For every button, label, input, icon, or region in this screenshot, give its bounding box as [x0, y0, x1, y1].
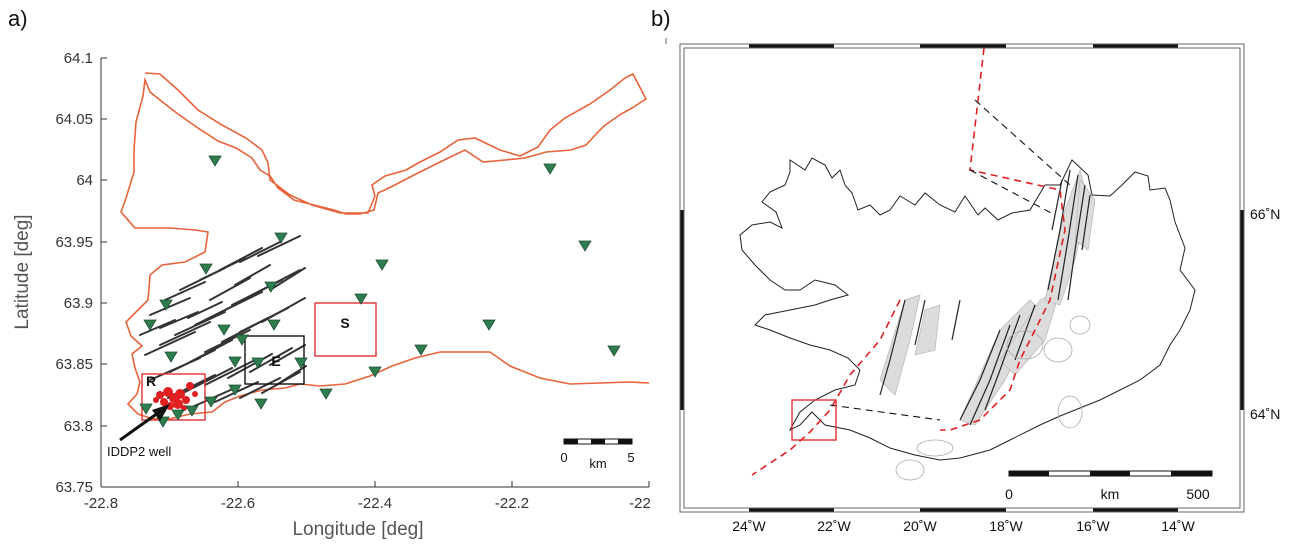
rift-fissures: [879, 169, 1091, 426]
seismic-stations: [139, 155, 621, 428]
lon-tick-label: 18˚W: [989, 518, 1023, 534]
station-marker: [543, 163, 557, 175]
station-marker: [354, 293, 368, 305]
lat-tick-label: 64˚N: [1250, 406, 1280, 422]
station-marker: [319, 388, 333, 400]
y-tick-label: 63.8: [64, 418, 93, 435]
scale-bar-unit: km: [589, 456, 606, 471]
station-marker: [228, 384, 242, 396]
y-axis-title: Latitude [deg]: [12, 214, 33, 329]
station-marker: [264, 281, 278, 293]
scale-bar-end: 5: [627, 450, 634, 465]
station-marker: [267, 319, 281, 331]
panel-b-map: 66˚N 64˚N 24˚W 22˚W 20˚W 18˚W 16˚W 14˚W …: [679, 43, 1280, 534]
x-tick-label: -22.6: [221, 495, 255, 512]
y-tick-label: 63.95: [55, 234, 93, 251]
station-marker: [159, 299, 173, 311]
station-marker: [375, 259, 389, 271]
iceland-outline: [739, 157, 1196, 461]
seismicity-cluster: [153, 382, 198, 411]
map-scale-end: 500: [1186, 486, 1210, 502]
station-marker: [235, 334, 249, 346]
fault-lines: [139, 235, 307, 409]
x-tick-label: -22.2: [495, 495, 529, 512]
station-marker: [217, 324, 231, 336]
station-marker: [251, 357, 265, 369]
station-marker: [294, 357, 308, 369]
station-marker: [274, 232, 288, 244]
well-arrow: [119, 404, 170, 442]
station-marker: [208, 155, 222, 167]
station-marker: [228, 356, 242, 368]
plate-boundary: [751, 47, 1066, 476]
panel-a-label: a): [8, 6, 28, 31]
y-tick-label: 64: [76, 172, 93, 189]
map-scale-bar: [1008, 470, 1213, 477]
box-r-label: R: [146, 373, 156, 389]
station-marker: [368, 366, 382, 378]
lon-tick-label: 14˚W: [1161, 518, 1195, 534]
y-tick-label: 64.05: [55, 111, 93, 128]
box-e-label: E: [271, 353, 280, 369]
station-marker: [139, 403, 153, 415]
station-marker: [607, 345, 621, 357]
y-tick-label: 63.9: [64, 295, 93, 312]
station-marker: [199, 263, 213, 275]
station-marker: [164, 351, 178, 363]
box-s: [314, 302, 377, 357]
x-tick-label: -22: [629, 495, 651, 512]
station-marker: [143, 319, 157, 331]
station-marker: [578, 240, 592, 252]
station-marker: [171, 409, 185, 421]
station-marker: [185, 405, 199, 417]
x-tick-label: -22.4: [358, 495, 392, 512]
panel-b-label: b): [651, 6, 671, 31]
station-marker: [254, 398, 268, 410]
map-scale-unit: km: [1101, 486, 1120, 502]
x-tick-label: -22.8: [84, 495, 118, 512]
lon-tick-label: 20˚W: [903, 518, 937, 534]
map-scale-start: 0: [1005, 486, 1013, 502]
panel-a-plot: -22.8 -22.6 -22.4 -22.2 -22 63.75 63.8 6…: [12, 50, 651, 540]
x-axis-title: Longitude [deg]: [292, 519, 423, 540]
lon-tick-label: 24˚W: [732, 518, 766, 534]
well-label: IDDP2 well: [107, 444, 171, 459]
projection-lines: [829, 99, 1071, 421]
station-marker: [482, 319, 496, 331]
y-tick-label: 63.85: [55, 356, 93, 373]
box-s-label: S: [340, 315, 349, 331]
lat-tick-label: 66˚N: [1250, 206, 1280, 222]
ice-cap-outlines: [895, 315, 1091, 481]
scale-bar-start: 0: [560, 450, 567, 465]
inset-box: [791, 399, 837, 441]
y-tick-label: 63.75: [55, 479, 93, 496]
map-frame: [679, 43, 1245, 513]
lon-tick-label: 22˚W: [817, 518, 851, 534]
lon-tick-label: 16˚W: [1076, 518, 1110, 534]
coastline: [120, 72, 650, 421]
station-marker: [204, 396, 218, 408]
scale-bar: [563, 438, 633, 445]
y-tick-label: 64.1: [64, 50, 93, 67]
station-marker: [414, 344, 428, 356]
